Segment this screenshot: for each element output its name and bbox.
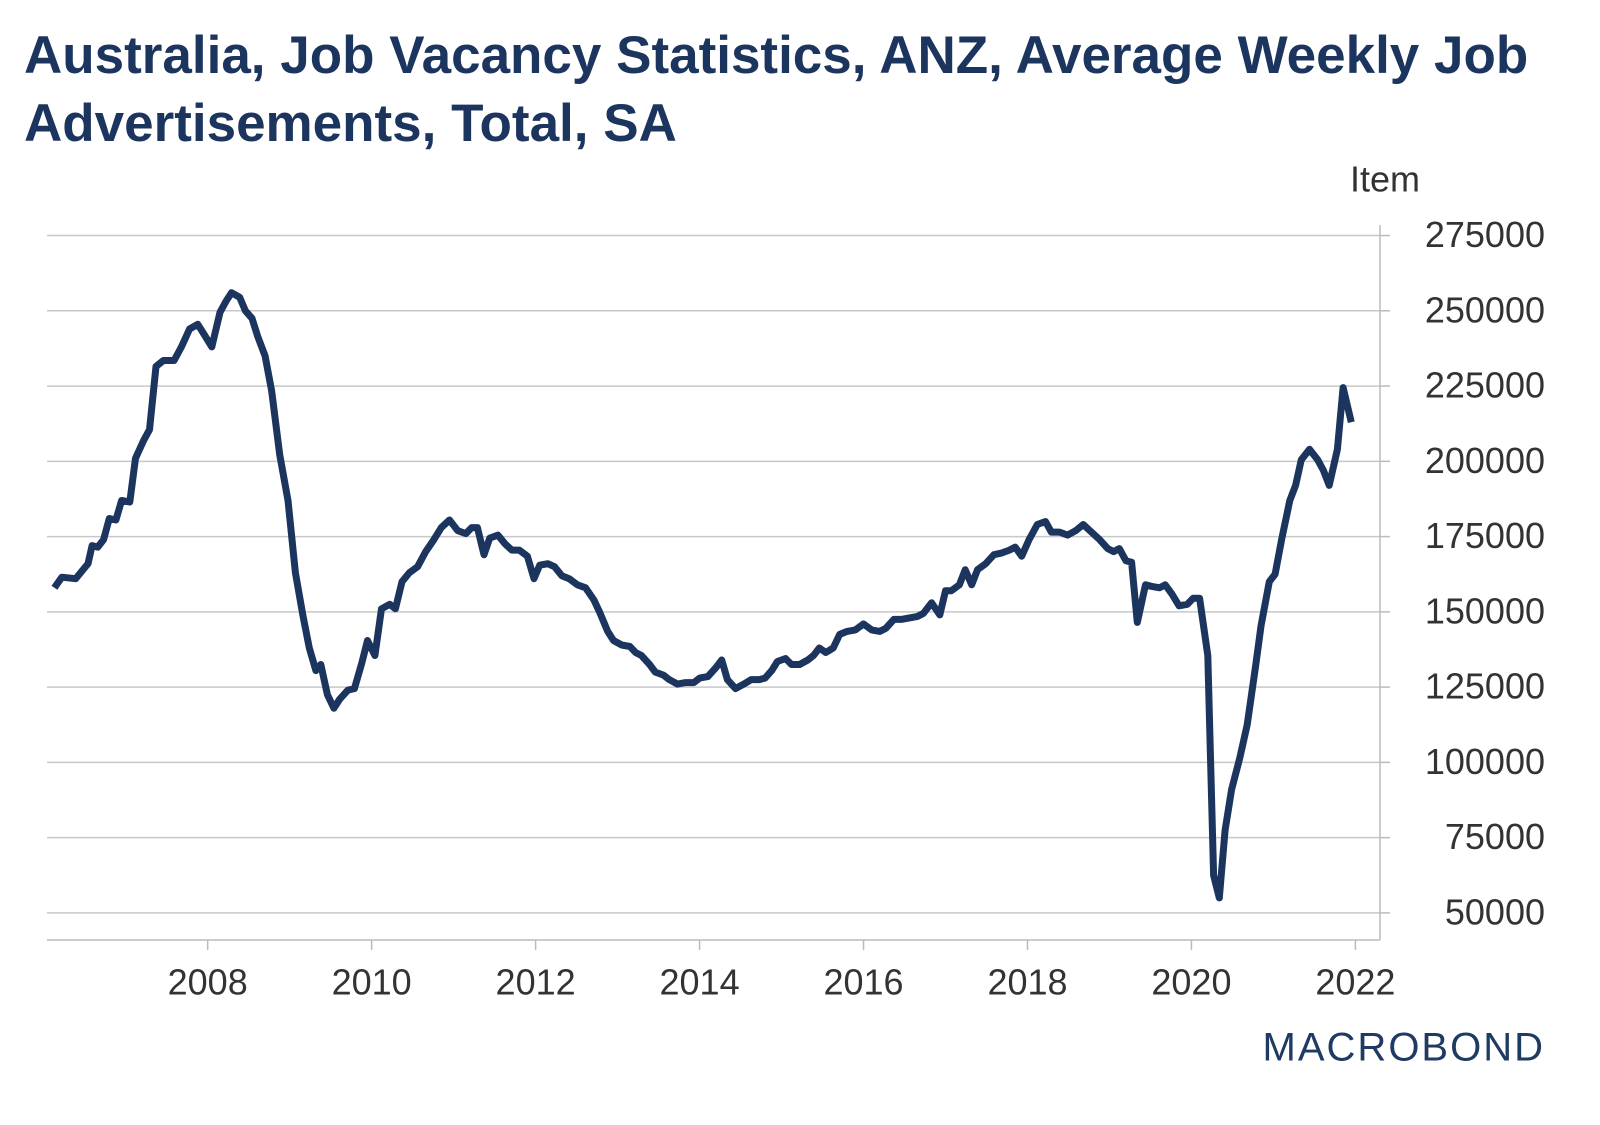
y-tick-label: 100000 xyxy=(1425,741,1545,782)
x-tick-label: 2010 xyxy=(332,962,412,1003)
y-axis-label: Item xyxy=(1350,159,1420,200)
data-line xyxy=(51,289,1355,902)
y-tick-label: 125000 xyxy=(1425,666,1545,707)
x-tick-label: 2014 xyxy=(660,962,740,1003)
y-tick-label: 175000 xyxy=(1425,515,1545,556)
y-tick-label: 50000 xyxy=(1445,891,1545,932)
y-tick-label: 75000 xyxy=(1445,816,1545,857)
logo: MACROBOND xyxy=(1263,1026,1545,1070)
x-tick-label: 2012 xyxy=(496,962,576,1003)
x-tick-label: 2018 xyxy=(987,962,1067,1003)
y-tick-label: 275000 xyxy=(1425,214,1545,255)
x-tick-label: 2022 xyxy=(1315,962,1395,1003)
y-tick-label: 200000 xyxy=(1425,440,1545,481)
y-tick-label: 250000 xyxy=(1425,289,1545,330)
y-tick-label: 150000 xyxy=(1425,590,1545,631)
y-tick-label: 225000 xyxy=(1425,365,1545,406)
x-tick-label: 2008 xyxy=(168,962,248,1003)
x-tick-label: 2020 xyxy=(1151,962,1231,1003)
x-tick-label: 2016 xyxy=(823,962,903,1003)
chart-title: Australia, Job Vacancy Statistics, ANZ, … xyxy=(24,26,1529,153)
